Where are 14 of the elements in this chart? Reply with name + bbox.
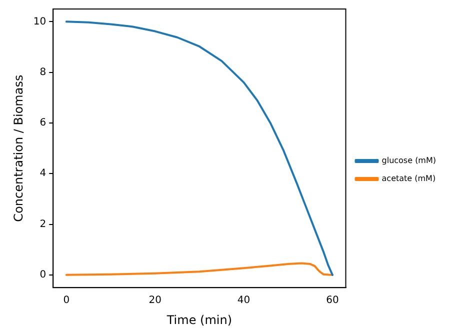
y-tick-label: 2 — [40, 218, 46, 230]
legend-label: glucose (mM) — [382, 156, 436, 166]
x-tick-label: 40 — [237, 295, 250, 306]
y-tick-label: 6 — [40, 118, 46, 129]
x-tick-label: 20 — [148, 295, 162, 306]
y-axis-title: Concentration / Biomass — [11, 74, 26, 222]
y-tick-label: 0 — [40, 270, 46, 281]
x-axis-title: Time (min) — [166, 312, 232, 327]
y-tick-label: 10 — [33, 16, 46, 28]
y-tick-label: 8 — [40, 66, 46, 78]
y-tick-label: 4 — [40, 168, 46, 180]
x-tick-label: 60 — [326, 295, 339, 306]
legend-label: acetate (mM) — [382, 174, 436, 184]
x-tick-label: 0 — [63, 295, 70, 306]
